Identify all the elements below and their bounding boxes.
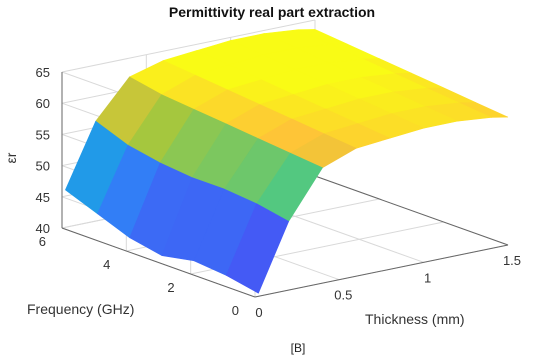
axis-line xyxy=(61,227,256,298)
caption: [B] xyxy=(291,341,306,355)
y-tick-label: 4 xyxy=(103,257,110,272)
z-axis-label: εr xyxy=(3,152,19,163)
grid-line xyxy=(61,19,316,73)
tick-labels: 0 0.5 1 1.5 0 2 4 640 45 50 55 60 65 xyxy=(36,65,522,320)
z-tick-label: 40 xyxy=(36,221,50,236)
z-tick-label: 65 xyxy=(36,65,50,80)
z-tick-label: 50 xyxy=(36,159,50,174)
axis-line xyxy=(254,244,509,298)
z-tick-label: 45 xyxy=(36,190,50,205)
y-tick-label: 2 xyxy=(167,280,174,295)
x-tick-label: 1.5 xyxy=(503,253,521,268)
x-tick-label: 0.5 xyxy=(334,288,352,303)
y-axis-label: Frequency (GHz) xyxy=(27,301,134,317)
surface-plot xyxy=(65,29,509,294)
z-tick-label: 55 xyxy=(36,127,50,142)
chart-title: Permittivity real part extraction xyxy=(169,4,375,20)
x-tick-label: 1 xyxy=(424,270,431,285)
x-axis-label: Thickness (mm) xyxy=(365,311,465,327)
surface-patch xyxy=(225,203,290,294)
z-tick-label: 60 xyxy=(36,96,50,111)
axis-line xyxy=(314,175,509,246)
y-tick-label: 0 xyxy=(232,303,239,318)
y-tick-label: 6 xyxy=(39,234,46,249)
x-tick-label: 0 xyxy=(255,305,262,320)
